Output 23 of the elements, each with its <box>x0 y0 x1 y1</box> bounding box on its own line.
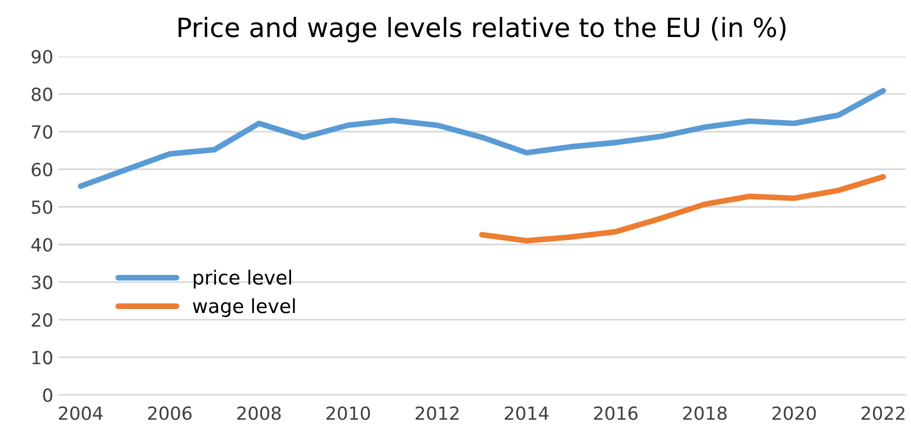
y-tick-label: 10 <box>32 350 52 364</box>
y-tick-label: 40 <box>31 238 52 252</box>
x-tick-label: 2012 <box>416 406 458 420</box>
x-tick-label: 2014 <box>504 406 548 420</box>
x-tick-label: 2010 <box>326 406 370 420</box>
legend-label: wage level <box>192 298 295 318</box>
x-tick-label: 2016 <box>594 406 638 420</box>
x-tick-label: 2020 <box>772 406 816 420</box>
y-tick-label: 60 <box>32 162 52 176</box>
x-tick-label: 2018 <box>683 406 727 420</box>
legend-label: price level <box>194 270 292 289</box>
y-tick-label: 30 <box>32 276 52 290</box>
x-tick-label: 2004 <box>58 406 103 420</box>
y-tick-label: 80 <box>32 87 52 102</box>
chart-title: Price and wage levels relative to the EU (in %) <box>178 16 786 42</box>
y-tick-label: 70 <box>32 125 52 139</box>
x-tick-label: 2022 <box>862 406 904 420</box>
y-tick-label: 0 <box>43 388 52 402</box>
x-tick-label: 2006 <box>148 406 192 420</box>
x-tick-label: 2008 <box>237 406 281 420</box>
y-tick-label: 90 <box>32 50 52 64</box>
y-tick-label: 20 <box>32 313 52 327</box>
y-tick-label: 50 <box>32 200 52 214</box>
